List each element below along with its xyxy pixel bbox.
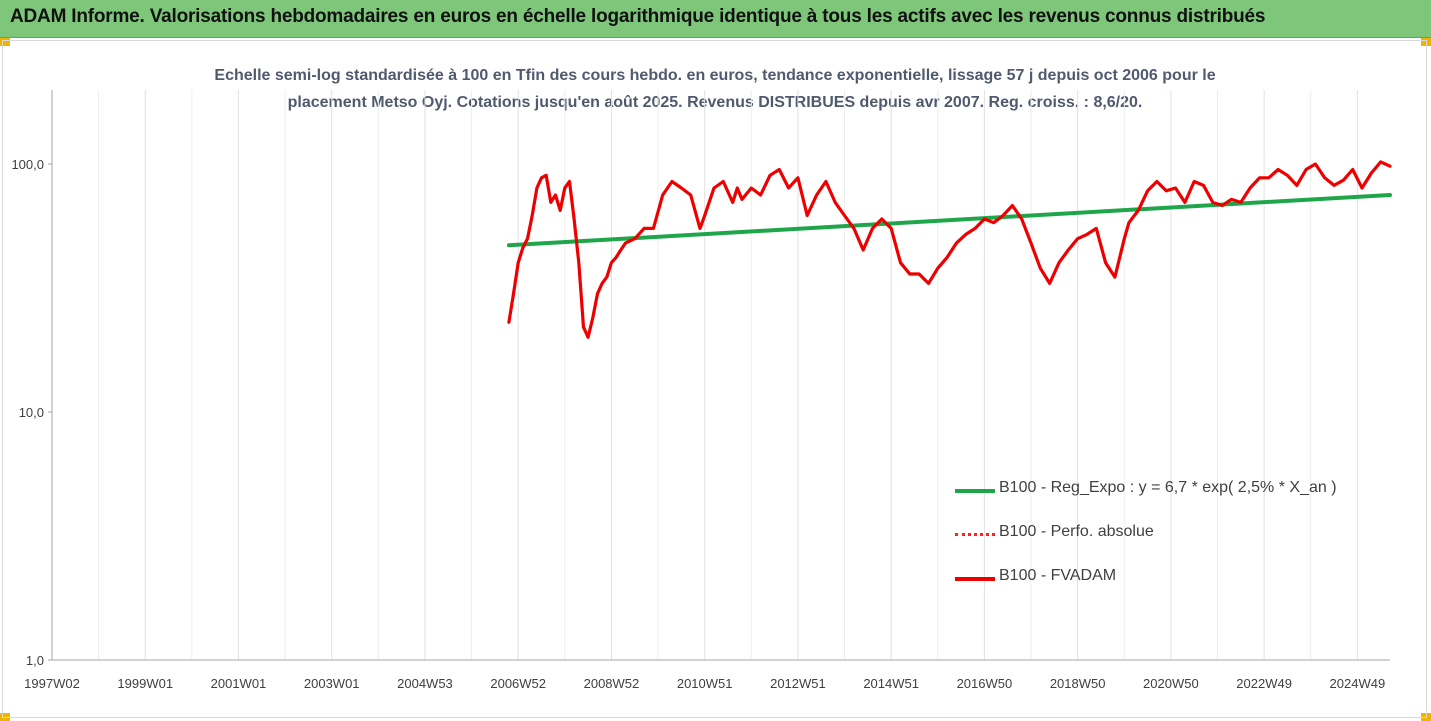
- legend-label-regression: B100 - Reg_Expo : y = 6,7 * exp( 2,5% * …: [999, 479, 1337, 496]
- report-banner: ADAM Informe. Valorisations hebdomadaire…: [0, 0, 1431, 38]
- x-tick-label: 2014W51: [863, 676, 919, 691]
- x-tick-label: 2016W50: [957, 676, 1013, 691]
- y-tick-label: 10,0: [19, 405, 44, 420]
- x-tick-label: 2012W51: [770, 676, 826, 691]
- legend-label-fvadam: B100 - FVADAM: [999, 567, 1117, 584]
- fvadam-line: [507, 160, 1392, 339]
- x-tick-label: 2010W51: [677, 676, 733, 691]
- x-tick-label: 2004W53: [397, 676, 453, 691]
- report-title: ADAM Informe. Valorisations hebdomadaire…: [10, 6, 1266, 27]
- regression-line: [506, 193, 1392, 248]
- chart-frame: [2, 40, 1427, 718]
- x-tick-label: 1997W02: [24, 676, 80, 691]
- chart-title: Echelle semi-log standardisée à 100 en T…: [120, 62, 1310, 116]
- corner-marker: [0, 38, 10, 46]
- y-tick-label: 100,0: [11, 157, 44, 172]
- x-tick-label: 2006W52: [490, 676, 546, 691]
- legend-swatch-regression: [955, 489, 995, 493]
- x-tick-label: 2001W01: [211, 676, 267, 691]
- chart-title-line1: Echelle semi-log standardisée à 100 en T…: [214, 67, 1216, 84]
- chart-title-line2: placement Metso Oyj. Cotations jusqu'en …: [287, 94, 1143, 111]
- y-tick-label: 1,0: [26, 653, 44, 668]
- legend-swatch-perfo: [955, 533, 995, 536]
- legend-label-perfo: B100 - Perfo. absolue: [999, 523, 1154, 540]
- x-tick-label: 2008W52: [584, 676, 640, 691]
- x-tick-label: 2018W50: [1050, 676, 1106, 691]
- x-tick-label: 2020W50: [1143, 676, 1199, 691]
- legend-swatch-fvadam: [955, 577, 995, 581]
- x-tick-label: 2022W49: [1236, 676, 1292, 691]
- x-tick-label: 2003W01: [304, 676, 360, 691]
- x-tick-label: 1999W01: [117, 676, 173, 691]
- x-tick-label: 2024W49: [1330, 676, 1386, 691]
